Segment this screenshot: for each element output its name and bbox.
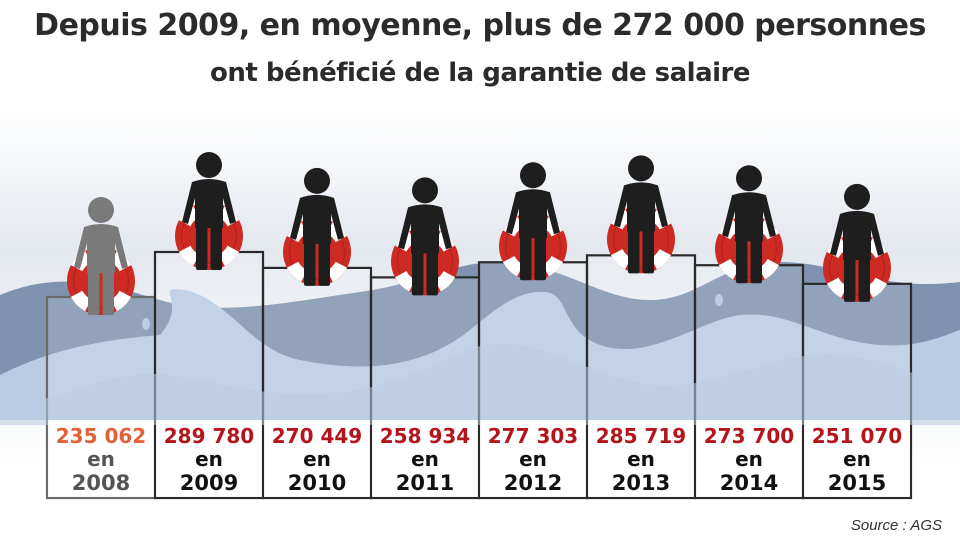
en-label: en (411, 447, 439, 471)
en-label: en (195, 447, 223, 471)
person-icon-group-2014 (715, 165, 783, 284)
person-icon-group-2008 (67, 197, 135, 315)
lifebuoy-icon (607, 205, 675, 274)
label-panel-2009 (156, 420, 262, 497)
label-panel-2015 (804, 420, 910, 497)
person-icon-group-2012 (499, 162, 567, 281)
person-icon-group-2015 (823, 183, 891, 302)
en-label: en (519, 447, 547, 471)
person-icon (722, 165, 776, 284)
year-label-2015: 2015 (828, 471, 886, 495)
value-label-2009: 289 780 (164, 424, 254, 448)
person-icons (67, 152, 891, 315)
en-label: en (843, 447, 871, 471)
year-label-2012: 2012 (504, 471, 562, 495)
lifebuoy-icon (715, 215, 783, 284)
label-panel-2014 (696, 420, 802, 497)
person-icon (74, 197, 128, 315)
person-icon (830, 183, 884, 302)
label-panel-2010 (264, 420, 370, 497)
person-icon (614, 155, 668, 274)
person-icon (182, 152, 236, 270)
label-panel-2013 (588, 420, 694, 497)
wave-front-shape (0, 343, 960, 425)
value-label-2013: 285 719 (596, 424, 686, 448)
value-label-2010: 270 449 (272, 424, 362, 448)
value-label-2008: 235 062 (56, 424, 146, 448)
year-label-2013: 2013 (612, 471, 670, 495)
label-panel-2012 (480, 420, 586, 497)
label-panel-2011 (372, 420, 478, 497)
year-label-2009: 2009 (180, 471, 238, 495)
person-icon (506, 162, 560, 281)
year-label-2008: 2008 (72, 471, 130, 495)
year-label-2014: 2014 (720, 471, 778, 495)
en-label: en (735, 447, 763, 471)
chart-title-line-1: Depuis 2009, en moyenne, plus de 272 000… (34, 8, 926, 43)
person-icon-group-2013 (607, 155, 675, 274)
waves-foreground (0, 294, 960, 425)
en-label: en (87, 447, 115, 471)
person-icon-group-2010 (283, 167, 351, 286)
person-icon-group-2009 (175, 152, 243, 270)
en-label: en (627, 447, 655, 471)
chart-title-line-2: ont bénéficié de la garantie de salaire (210, 58, 750, 88)
droplet-shape (715, 294, 723, 306)
en-label: en (303, 447, 331, 471)
label-panel-2008 (48, 420, 154, 497)
value-label-2012: 277 303 (488, 424, 578, 448)
person-icon (398, 177, 452, 296)
year-label-2010: 2010 (288, 471, 346, 495)
source-note: Source : AGS (850, 517, 942, 534)
person-icon (290, 167, 344, 286)
droplet-shape (142, 318, 150, 330)
value-label-2011: 258 934 (380, 424, 470, 448)
value-label-2014: 273 700 (704, 424, 794, 448)
value-label-2015: 251 070 (812, 424, 902, 448)
person-icon-group-2011 (391, 177, 459, 296)
year-label-2011: 2011 (396, 471, 454, 495)
